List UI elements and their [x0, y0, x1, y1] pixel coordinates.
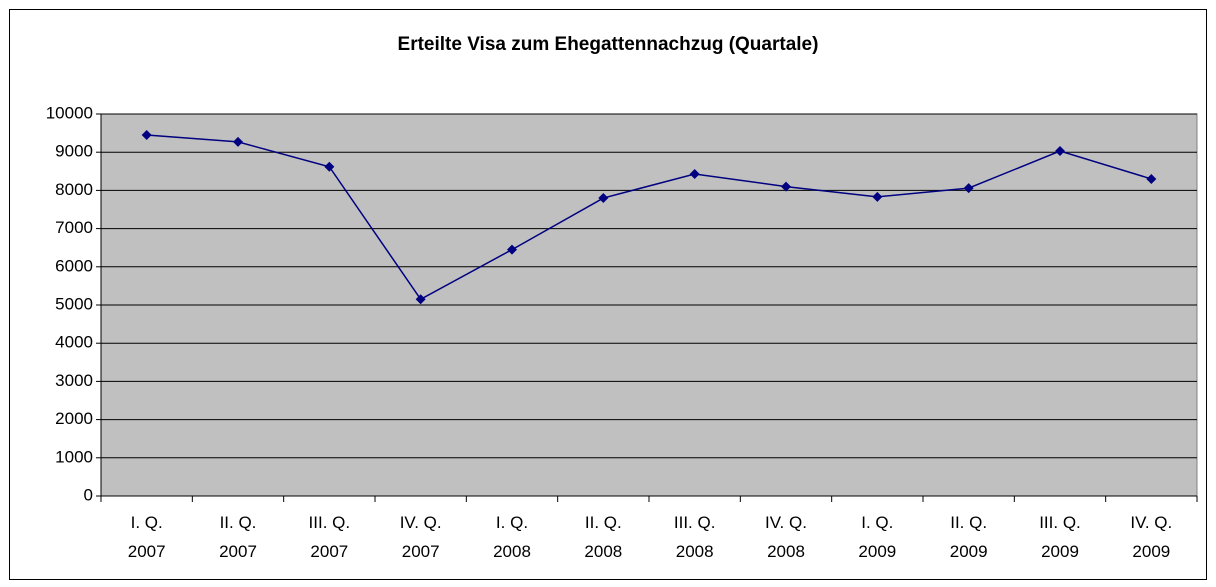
y-tick-label: 9000	[55, 142, 93, 161]
y-tick-label: 6000	[55, 256, 93, 275]
x-tick-label: I. Q. 2009	[858, 513, 897, 561]
x-tick-label: III. Q. 2007	[308, 513, 351, 561]
data-point	[781, 181, 791, 192]
x-tick-label: II. Q. 2007	[219, 513, 257, 561]
x-tick-label: III. Q. 2008	[673, 513, 716, 561]
data-point	[1055, 146, 1065, 157]
data-point	[324, 161, 335, 172]
data-point	[872, 191, 883, 202]
y-tick-label: 8000	[55, 180, 93, 199]
data-point	[233, 136, 243, 147]
data-point	[963, 183, 974, 194]
x-tick-label: IV. Q. 2007	[399, 513, 442, 561]
x-tick-label: II. Q. 2008	[584, 513, 623, 561]
x-tick-label: IV. Q. 2009	[1130, 513, 1173, 561]
y-tick-label: 4000	[55, 333, 93, 352]
chart-title: Erteilte Visa zum Ehegattennachzug (Quar…	[398, 34, 819, 55]
data-point	[689, 168, 700, 179]
y-tick-label: 5000	[55, 294, 93, 313]
data-line	[146, 134, 1152, 301]
x-tick-label: IV. Q. 2008	[765, 513, 807, 561]
y-tick-label: 3000	[55, 371, 93, 390]
y-tick-label: 2000	[55, 409, 93, 428]
data-point	[415, 294, 426, 305]
data-point	[141, 130, 152, 141]
data-point	[507, 244, 517, 255]
x-tick-label: I. Q. 2008	[493, 513, 531, 561]
data-point	[1146, 173, 1157, 184]
x-tick-label: III. Q. 2009	[1039, 513, 1081, 561]
x-tick-label: II. Q. 2009	[949, 513, 988, 561]
y-tick-label: 10000	[46, 103, 93, 122]
y-tick-label: 0	[84, 485, 93, 504]
y-tick-label: 1000	[55, 447, 93, 466]
x-tick-label: I. Q. 2007	[127, 513, 166, 561]
data-point	[598, 193, 609, 204]
y-tick-label: 7000	[55, 218, 93, 237]
